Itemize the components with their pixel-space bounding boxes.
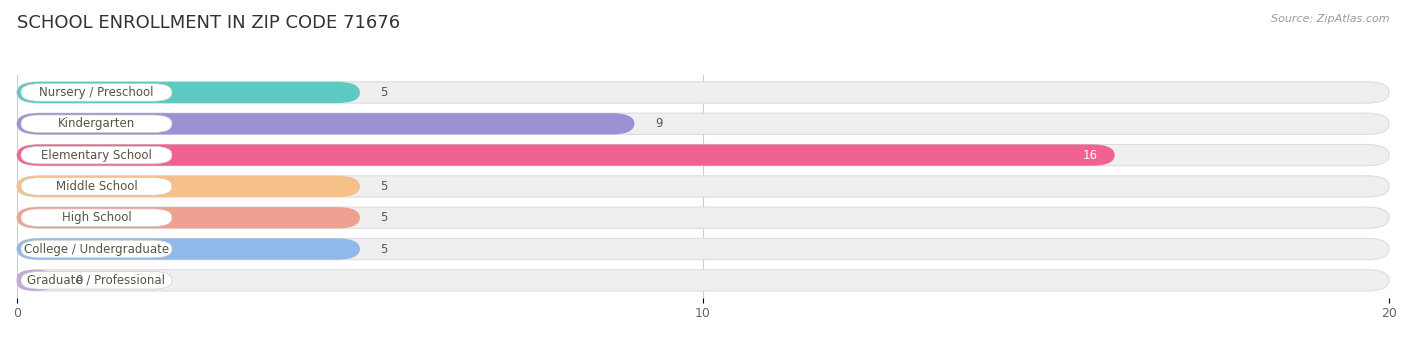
FancyBboxPatch shape	[17, 207, 1389, 228]
Text: College / Undergraduate: College / Undergraduate	[24, 242, 169, 255]
FancyBboxPatch shape	[17, 270, 1389, 291]
FancyBboxPatch shape	[17, 176, 1389, 197]
Text: 5: 5	[381, 180, 388, 193]
FancyBboxPatch shape	[21, 84, 172, 101]
FancyBboxPatch shape	[17, 82, 360, 103]
Text: Kindergarten: Kindergarten	[58, 117, 135, 130]
Text: 5: 5	[381, 242, 388, 255]
FancyBboxPatch shape	[21, 209, 172, 226]
Text: SCHOOL ENROLLMENT IN ZIP CODE 71676: SCHOOL ENROLLMENT IN ZIP CODE 71676	[17, 14, 399, 32]
FancyBboxPatch shape	[17, 176, 360, 197]
FancyBboxPatch shape	[17, 238, 1389, 260]
FancyBboxPatch shape	[17, 270, 55, 291]
Text: Elementary School: Elementary School	[41, 148, 152, 161]
Text: 5: 5	[381, 86, 388, 99]
FancyBboxPatch shape	[17, 113, 634, 134]
FancyBboxPatch shape	[17, 238, 360, 260]
FancyBboxPatch shape	[21, 240, 172, 258]
FancyBboxPatch shape	[21, 146, 172, 164]
FancyBboxPatch shape	[17, 144, 1115, 166]
Text: 5: 5	[381, 211, 388, 224]
Text: Graduate / Professional: Graduate / Professional	[28, 274, 166, 287]
FancyBboxPatch shape	[17, 113, 1389, 134]
Text: 0: 0	[75, 274, 83, 287]
FancyBboxPatch shape	[21, 177, 172, 195]
Text: 9: 9	[655, 117, 662, 130]
Text: High School: High School	[62, 211, 131, 224]
FancyBboxPatch shape	[17, 82, 1389, 103]
Text: Middle School: Middle School	[56, 180, 138, 193]
Text: Nursery / Preschool: Nursery / Preschool	[39, 86, 153, 99]
FancyBboxPatch shape	[21, 272, 172, 289]
Text: Source: ZipAtlas.com: Source: ZipAtlas.com	[1271, 14, 1389, 24]
FancyBboxPatch shape	[21, 115, 172, 133]
Text: 16: 16	[1083, 148, 1098, 161]
FancyBboxPatch shape	[17, 144, 1389, 166]
FancyBboxPatch shape	[17, 207, 360, 228]
